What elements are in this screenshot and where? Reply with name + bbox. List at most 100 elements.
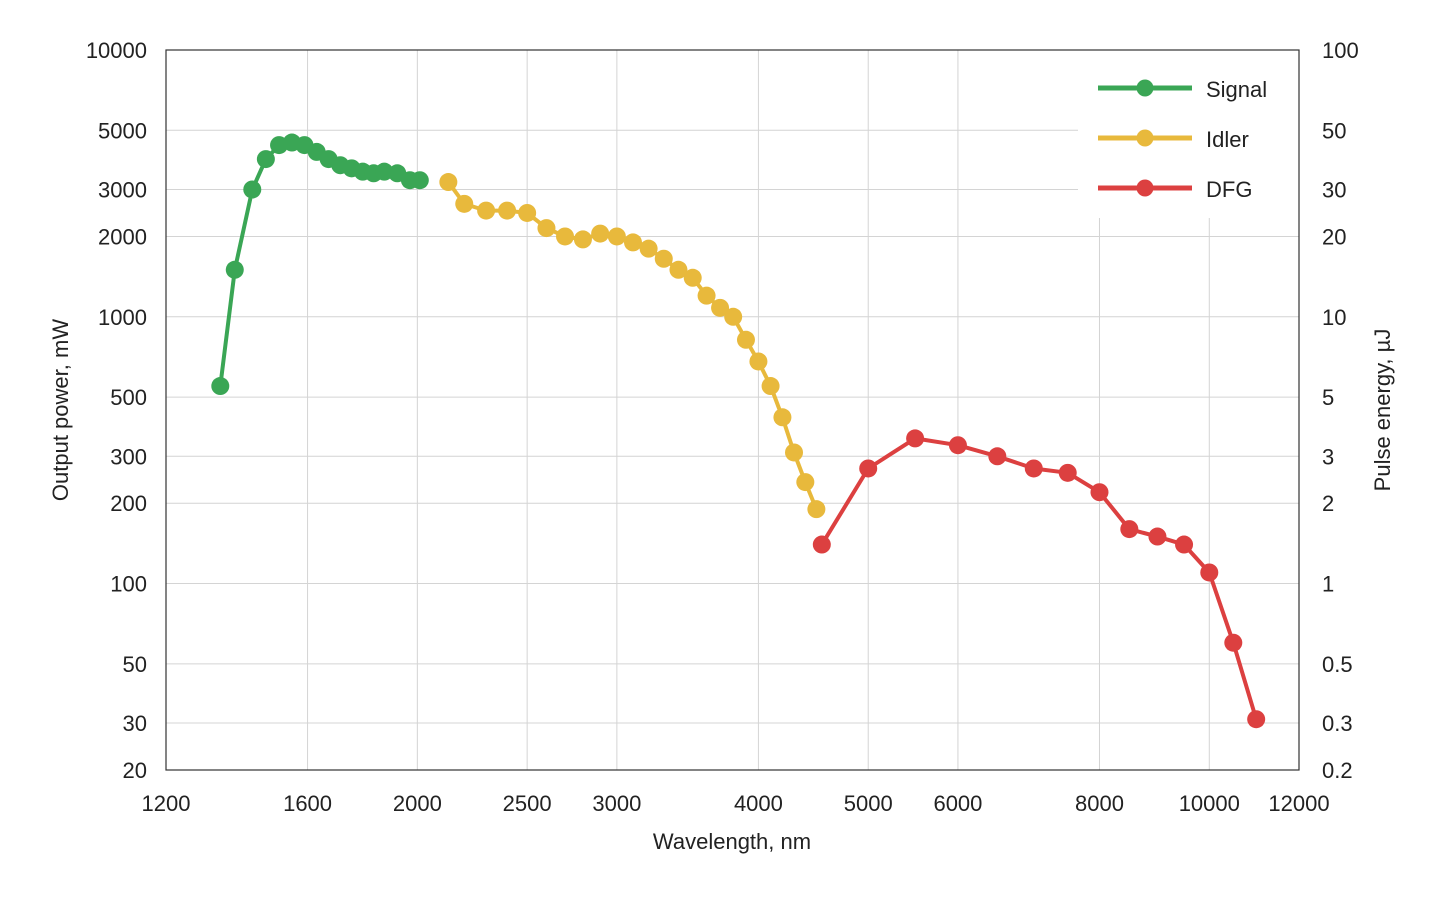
- data-point: [556, 227, 575, 246]
- data-point: [785, 443, 804, 462]
- data-point: [1090, 483, 1109, 502]
- y2-tick-label: 1: [1322, 572, 1334, 597]
- data-point: [1058, 463, 1077, 482]
- data-point: [906, 429, 925, 448]
- legend-item-idler: Idler: [1098, 127, 1249, 152]
- y2-tick-label: 30: [1322, 177, 1346, 202]
- data-point: [498, 201, 517, 220]
- data-point: [439, 173, 458, 192]
- data-point: [859, 459, 878, 478]
- x-tick-label: 2000: [393, 791, 442, 816]
- data-point: [591, 224, 610, 243]
- y2-tick-label: 0.3: [1322, 711, 1353, 736]
- y2-tick-label: 10: [1322, 305, 1346, 330]
- y2-tick-label: 100: [1322, 38, 1359, 63]
- data-point: [225, 260, 244, 279]
- legend-marker: [1136, 129, 1154, 147]
- legend-label: DFG: [1206, 177, 1252, 202]
- legend-marker: [1136, 79, 1154, 97]
- data-point: [948, 436, 967, 455]
- y2-tick-label: 0.5: [1322, 652, 1353, 677]
- y-tick-label: 3000: [98, 177, 147, 202]
- data-point: [211, 377, 230, 396]
- data-point: [243, 180, 262, 199]
- x-tick-label: 2500: [503, 791, 552, 816]
- y2-axis-title: Pulse energy, µJ: [1370, 329, 1395, 492]
- y-tick-label: 1000: [98, 305, 147, 330]
- y2-tick-label: 3: [1322, 444, 1334, 469]
- data-point: [724, 307, 743, 326]
- data-point: [1024, 459, 1043, 478]
- y-tick-label: 50: [123, 652, 147, 677]
- y2-axis-ticks: 0.2 0.3 0.5 1 2 3 5 10 20 30 50 100: [1322, 38, 1359, 783]
- x-axis-ticks: 1200 1600 2000 2500 3000 4000 5000 6000 8000 1000…: [142, 791, 1330, 816]
- data-point: [1120, 520, 1139, 539]
- data-point: [537, 219, 556, 238]
- y2-tick-label: 5: [1322, 385, 1334, 410]
- grid: [166, 50, 1299, 770]
- data-point: [711, 298, 730, 317]
- data-point: [1200, 563, 1219, 582]
- data-point: [669, 260, 688, 279]
- y-axis-ticks: 20 30 50 100 200 300 500 1000 2000 3000 5000 10000: [86, 38, 147, 783]
- series-dfg: [812, 429, 1266, 729]
- y-tick-label: 20: [123, 758, 147, 783]
- data-point: [1224, 633, 1243, 652]
- data-point: [761, 377, 780, 396]
- data-point: [410, 171, 429, 190]
- data-point: [988, 447, 1007, 466]
- data-point: [749, 352, 768, 371]
- data-point: [773, 408, 792, 427]
- x-axis-title: Wavelength, nm: [653, 829, 811, 854]
- y-tick-label: 30: [123, 711, 147, 736]
- series-idler: [439, 173, 826, 519]
- x-tick-label: 3000: [592, 791, 641, 816]
- legend-label: Signal: [1206, 77, 1267, 102]
- x-tick-label: 5000: [844, 791, 893, 816]
- y-tick-label: 10000: [86, 38, 147, 63]
- data-point: [518, 203, 537, 222]
- y-axis-title: Output power, mW: [48, 319, 73, 501]
- data-point: [812, 535, 831, 554]
- y-tick-label: 300: [110, 444, 147, 469]
- legend-label: Idler: [1206, 127, 1249, 152]
- data-point: [796, 473, 815, 492]
- data-point: [624, 233, 643, 252]
- data-point: [639, 239, 658, 258]
- x-tick-label: 1600: [283, 791, 332, 816]
- y-tick-label: 100: [110, 572, 147, 597]
- x-tick-label: 12000: [1268, 791, 1329, 816]
- x-tick-label: 10000: [1179, 791, 1240, 816]
- legend: Signal Idler DFG: [1098, 77, 1267, 202]
- y-tick-label: 200: [110, 491, 147, 516]
- x-tick-label: 6000: [933, 791, 982, 816]
- legend-marker: [1136, 179, 1154, 197]
- legend-item-signal: Signal: [1098, 77, 1267, 102]
- data-point: [573, 230, 592, 249]
- data-point: [807, 500, 826, 519]
- y-tick-label: 5000: [98, 118, 147, 143]
- data-point: [607, 227, 626, 246]
- data-point: [1148, 527, 1167, 546]
- plot-frame: [165, 49, 1300, 771]
- data-point: [477, 201, 496, 220]
- x-tick-label: 4000: [734, 791, 783, 816]
- y2-tick-label: 2: [1322, 491, 1334, 516]
- data-point: [697, 286, 716, 305]
- x-tick-label: 8000: [1075, 791, 1124, 816]
- data-point: [256, 150, 275, 169]
- y-tick-label: 2000: [98, 224, 147, 249]
- data-point: [1175, 535, 1194, 554]
- y2-tick-label: 50: [1322, 118, 1346, 143]
- series-signal: [211, 133, 429, 396]
- x-tick-label: 1200: [142, 791, 191, 816]
- data-point: [1247, 710, 1266, 729]
- y2-tick-label: 0.2: [1322, 758, 1353, 783]
- y-tick-label: 500: [110, 385, 147, 410]
- series: [211, 133, 1266, 729]
- y2-tick-label: 20: [1322, 224, 1346, 249]
- data-point: [683, 268, 702, 287]
- legend-item-dfg: DFG: [1098, 177, 1252, 202]
- data-point: [736, 330, 755, 349]
